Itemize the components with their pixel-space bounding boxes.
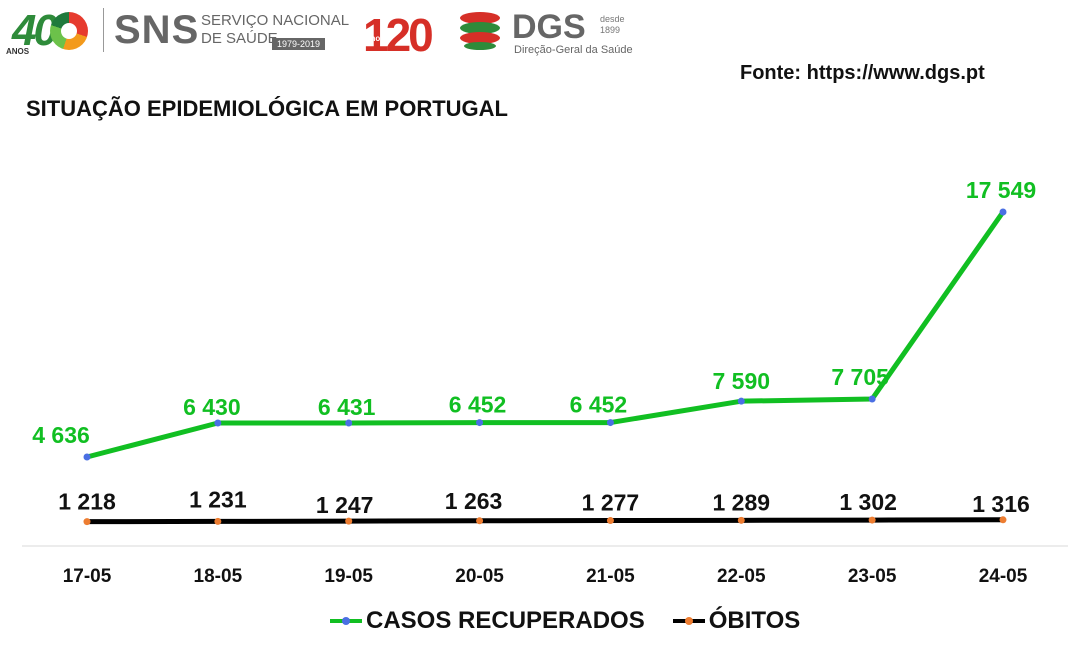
x-tick-label-24-05: 24-05 <box>979 566 1028 587</box>
dgs-since-label: desde <box>600 14 625 24</box>
data-label-recovered-20-05: 6 452 <box>449 392 507 418</box>
x-tick-label-19-05: 19-05 <box>324 566 373 587</box>
data-point-deaths-20-05 <box>476 517 484 525</box>
x-tick-label-20-05: 20-05 <box>455 566 504 587</box>
dgs-full-name: Direção-Geral da Saúde <box>514 44 633 56</box>
data-label-recovered-23-05: 7 705 <box>831 364 889 390</box>
data-point-deaths-21-05 <box>606 517 614 525</box>
chart-title: SITUAÇÃO EPIDEMIOLÓGICA EM PORTUGAL <box>26 96 508 121</box>
data-label-deaths-24-05: 1 316 <box>972 491 1030 517</box>
x-tick-label-17-05: 17-05 <box>63 566 112 587</box>
data-label-recovered-22-05: 7 590 <box>713 368 771 394</box>
x-tick-label-18-05: 18-05 <box>194 566 243 587</box>
data-point-deaths-18-05 <box>214 517 222 525</box>
data-point-recovered-20-05 <box>476 419 484 427</box>
legend-label-deaths: ÓBITOS <box>708 607 801 634</box>
data-point-recovered-18-05 <box>214 419 222 427</box>
data-point-recovered-22-05 <box>737 397 745 405</box>
data-label-deaths-17-05: 1 218 <box>58 489 116 515</box>
legend-item-recovered: CASOS RECUPERADOS <box>330 607 645 635</box>
data-label-layer: 4 636 6 430 6 431 6 452 6 452 7 590 7 705 17 54… <box>32 177 1036 518</box>
series-layer <box>83 208 1007 526</box>
data-label-recovered-21-05: 6 452 <box>570 392 628 418</box>
sns-name-line1: SERVIÇO NACIONAL <box>201 12 350 29</box>
x-tick-label-21-05: 21-05 <box>586 566 635 587</box>
legend-swatch-deaths <box>672 617 705 625</box>
x-tick-layer: 17-05 18-05 19-05 20-05 21-05 22-05 23-05 24-05 <box>63 566 1028 587</box>
sns-name-line2: DE SAÚDE <box>201 30 278 47</box>
series-line-recovered <box>84 209 1006 460</box>
logo-120-number: 120 <box>363 9 434 61</box>
data-label-deaths-20-05: 1 263 <box>445 488 503 514</box>
data-label-recovered-19-05: 6 431 <box>318 394 376 420</box>
data-point-deaths-24-05 <box>999 516 1007 524</box>
data-label-deaths-19-05: 1 247 <box>316 492 374 518</box>
logo-120-anos: 120 anos <box>363 6 463 61</box>
header-logos: 40 ANOS SNS SERVIÇO NACIONAL DE SAÚDE 19… <box>0 0 1070 70</box>
logo-120-subtitle: anos <box>366 34 385 43</box>
data-point-recovered-23-05 <box>868 395 876 403</box>
chart-legend: CASOS RECUPERADOS ÓBITOS <box>330 605 828 637</box>
data-point-recovered-17-05 <box>83 453 91 461</box>
logo-40-ring-icon <box>50 12 88 50</box>
logo-divider <box>103 8 104 52</box>
dgs-logo-text: DGS <box>512 8 586 46</box>
series-line-deaths <box>84 517 1006 525</box>
sns-full-name: SERVIÇO NACIONAL DE SAÚDE <box>201 12 349 48</box>
source-label: Fonte: https://www.dgs.pt <box>740 62 985 84</box>
data-label-recovered-24-05: 17 549 <box>966 177 1036 203</box>
x-tick-label-23-05: 23-05 <box>848 566 897 587</box>
x-tick-label-22-05: 22-05 <box>717 566 766 587</box>
legend-item-deaths: ÓBITOS <box>672 607 801 635</box>
data-point-deaths-17-05 <box>83 518 91 526</box>
legend-swatch-recovered <box>330 617 362 625</box>
data-point-deaths-19-05 <box>345 517 353 525</box>
data-label-deaths-18-05: 1 231 <box>189 486 247 512</box>
legend-label-recovered: CASOS RECUPERADOS <box>366 607 645 634</box>
data-point-deaths-23-05 <box>868 516 876 524</box>
dgs-since: desde 1899 <box>600 14 625 36</box>
logo-40-subtitle: ANOS <box>6 47 30 56</box>
sns-logo-text: SNS <box>114 8 200 52</box>
data-label-recovered-17-05: 4 636 <box>32 422 90 448</box>
data-label-deaths-23-05: 1 302 <box>839 489 897 515</box>
data-point-deaths-22-05 <box>737 516 745 524</box>
data-label-deaths-22-05: 1 289 <box>713 489 771 515</box>
sns-years-badge: 1979-2019 <box>272 38 326 50</box>
logo-40-anos: 40 ANOS <box>4 6 94 58</box>
line-chart: 4 636 6 430 6 431 6 452 6 452 7 590 7 705 17 54… <box>22 177 1068 587</box>
data-label-recovered-18-05: 6 430 <box>183 394 241 420</box>
dgs-emblem-icon <box>460 12 500 50</box>
dgs-since-year: 1899 <box>600 25 621 35</box>
data-label-deaths-21-05: 1 277 <box>582 490 640 516</box>
data-point-recovered-19-05 <box>345 419 353 427</box>
data-point-recovered-21-05 <box>606 419 614 427</box>
data-point-recovered-24-05 <box>999 208 1007 216</box>
